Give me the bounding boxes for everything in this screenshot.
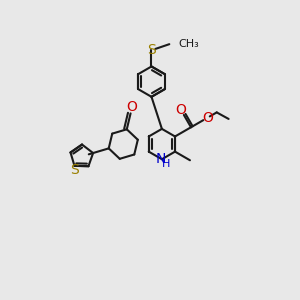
Text: S: S <box>70 163 79 177</box>
Text: O: O <box>176 103 186 117</box>
Text: O: O <box>127 100 137 114</box>
Text: H: H <box>162 159 170 169</box>
Text: O: O <box>202 111 213 125</box>
Text: S: S <box>147 43 156 57</box>
Text: N: N <box>156 152 166 166</box>
Text: CH₃: CH₃ <box>178 39 199 49</box>
